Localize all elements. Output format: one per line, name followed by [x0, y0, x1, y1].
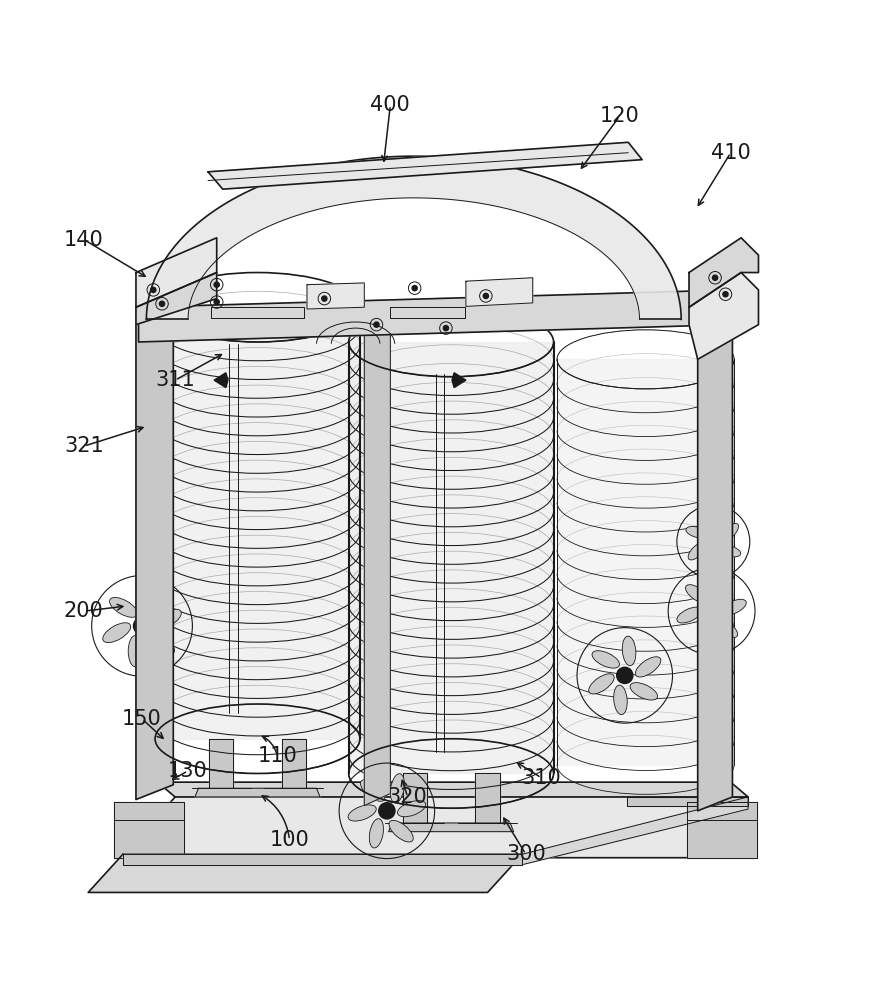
Polygon shape — [123, 854, 523, 865]
Ellipse shape — [146, 634, 174, 654]
Polygon shape — [136, 307, 173, 800]
Polygon shape — [390, 307, 465, 318]
Ellipse shape — [688, 542, 706, 560]
Polygon shape — [348, 342, 554, 773]
Ellipse shape — [397, 801, 426, 817]
Polygon shape — [158, 782, 748, 797]
Ellipse shape — [369, 819, 383, 848]
Text: 120: 120 — [600, 106, 639, 126]
Text: 410: 410 — [711, 143, 751, 163]
Circle shape — [443, 325, 449, 331]
Ellipse shape — [714, 619, 738, 638]
Polygon shape — [88, 854, 523, 892]
Circle shape — [483, 293, 489, 299]
Ellipse shape — [622, 636, 636, 666]
Ellipse shape — [721, 599, 746, 615]
Circle shape — [617, 667, 633, 683]
Circle shape — [723, 292, 728, 297]
Ellipse shape — [721, 523, 739, 541]
Ellipse shape — [635, 657, 661, 677]
Ellipse shape — [707, 550, 719, 572]
Circle shape — [321, 296, 327, 301]
Circle shape — [374, 322, 379, 327]
Polygon shape — [698, 290, 733, 811]
Ellipse shape — [630, 683, 658, 700]
Polygon shape — [208, 142, 642, 189]
Polygon shape — [689, 273, 759, 359]
Text: 300: 300 — [506, 844, 545, 864]
Polygon shape — [364, 326, 390, 806]
Circle shape — [151, 287, 156, 292]
Ellipse shape — [719, 545, 740, 557]
Text: 110: 110 — [258, 746, 297, 766]
Polygon shape — [114, 802, 184, 858]
Polygon shape — [146, 156, 681, 319]
Ellipse shape — [589, 674, 614, 694]
Ellipse shape — [110, 597, 138, 617]
Polygon shape — [123, 797, 748, 858]
Text: 310: 310 — [522, 768, 561, 788]
Ellipse shape — [103, 623, 131, 643]
Polygon shape — [214, 373, 228, 388]
Polygon shape — [155, 307, 360, 739]
Ellipse shape — [614, 685, 627, 715]
Polygon shape — [388, 823, 514, 832]
Polygon shape — [402, 773, 427, 823]
Ellipse shape — [153, 609, 181, 629]
Polygon shape — [138, 290, 733, 342]
Ellipse shape — [592, 651, 619, 668]
Text: 321: 321 — [64, 436, 104, 456]
Circle shape — [705, 604, 719, 619]
Ellipse shape — [677, 607, 702, 623]
Ellipse shape — [361, 780, 385, 801]
Polygon shape — [307, 283, 364, 309]
Circle shape — [412, 286, 417, 291]
Polygon shape — [136, 273, 217, 325]
Ellipse shape — [707, 512, 719, 534]
Polygon shape — [282, 739, 306, 788]
Ellipse shape — [142, 585, 156, 616]
Text: 320: 320 — [388, 787, 428, 807]
Ellipse shape — [685, 526, 708, 538]
Circle shape — [159, 301, 165, 306]
Polygon shape — [209, 739, 233, 788]
Circle shape — [379, 803, 395, 819]
Circle shape — [214, 282, 219, 287]
Ellipse shape — [698, 619, 710, 646]
Polygon shape — [476, 773, 500, 823]
Polygon shape — [523, 797, 748, 865]
Circle shape — [712, 275, 718, 280]
Polygon shape — [626, 797, 748, 806]
Polygon shape — [466, 278, 533, 306]
Ellipse shape — [685, 585, 709, 603]
Text: 400: 400 — [370, 95, 410, 115]
Text: 311: 311 — [155, 370, 195, 390]
Ellipse shape — [713, 577, 726, 603]
Text: 130: 130 — [168, 761, 208, 781]
Text: 100: 100 — [270, 830, 309, 850]
Ellipse shape — [390, 774, 404, 803]
Polygon shape — [136, 238, 217, 307]
Circle shape — [214, 299, 219, 305]
Polygon shape — [212, 307, 303, 318]
Text: 140: 140 — [64, 230, 104, 250]
Polygon shape — [687, 802, 757, 858]
Polygon shape — [557, 359, 734, 765]
Text: 150: 150 — [122, 709, 162, 729]
Circle shape — [707, 535, 719, 548]
Ellipse shape — [128, 636, 142, 667]
Polygon shape — [689, 238, 759, 307]
Ellipse shape — [389, 820, 413, 842]
Polygon shape — [452, 373, 466, 388]
Polygon shape — [195, 788, 320, 797]
Ellipse shape — [348, 805, 376, 821]
Text: 200: 200 — [64, 601, 104, 621]
Circle shape — [133, 617, 151, 634]
